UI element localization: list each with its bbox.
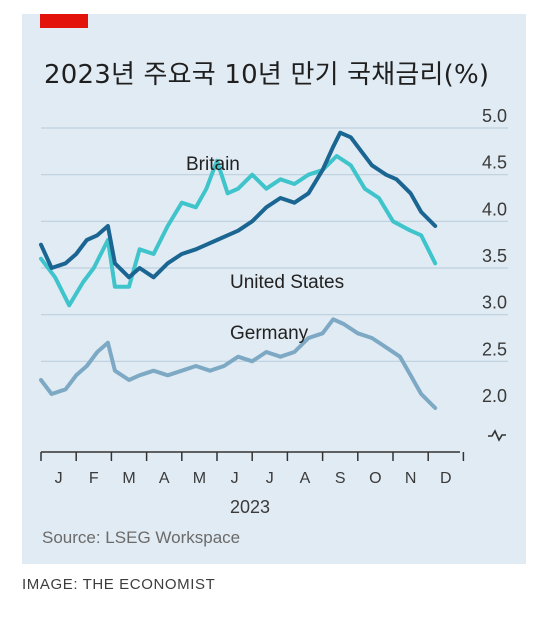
brand-accent-tag: [40, 14, 88, 28]
y-tick-label: 2.0: [482, 386, 507, 406]
month-label: N: [405, 470, 417, 487]
month-label: F: [89, 470, 99, 487]
series-line-britain: [39, 154, 438, 308]
image-credit: IMAGE: THE ECONOMIST: [22, 576, 216, 593]
month-label: J: [231, 470, 239, 487]
month-label: M: [122, 470, 135, 487]
y-tick-label: 5.0: [482, 106, 507, 126]
source-note: Source: LSEG Workspace: [42, 528, 241, 547]
y-axis-tick-labels: 5.0 4.5 4.0 3.5 3.0 2.5 2.0: [482, 106, 507, 442]
y-tick-label: 4.0: [482, 199, 507, 219]
series-lines: [39, 130, 438, 410]
axis-break-icon: [488, 429, 506, 442]
month-label: J: [266, 470, 274, 487]
series-label: United States: [230, 272, 344, 293]
x-axis-year-label: 2023: [230, 497, 270, 517]
series-label: Britain: [186, 154, 240, 175]
series-line-germany: [39, 317, 438, 410]
y-tick-label: 3.0: [482, 293, 507, 313]
gridlines: [41, 127, 508, 362]
y-tick-label: 4.5: [482, 153, 507, 173]
month-label: M: [193, 470, 206, 487]
month-label: A: [300, 470, 311, 487]
month-label: S: [335, 470, 346, 487]
line-chart: 5.0 4.5 4.0 3.5 3.0 2.5 2.0 J F M A M J J A S O N D Brita…: [39, 106, 508, 517]
month-label: O: [369, 470, 381, 487]
y-tick-label: 3.5: [482, 246, 507, 266]
month-label: A: [159, 470, 170, 487]
series-labels: Britain United States Germany: [186, 154, 344, 344]
series-label: Germany: [230, 323, 309, 344]
chart-panel: [22, 14, 526, 564]
series-line-united-states: [39, 130, 438, 280]
month-label: D: [440, 470, 452, 487]
chart-title: 2023년 주요국 10년 만기 국채금리(%): [44, 60, 490, 90]
y-tick-label: 2.5: [482, 339, 507, 359]
month-label: J: [55, 470, 63, 487]
